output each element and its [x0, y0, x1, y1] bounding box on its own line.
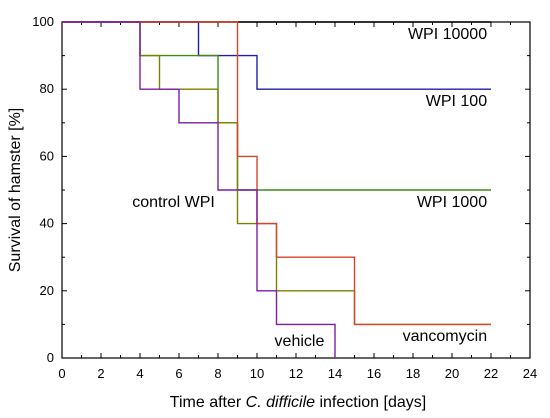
x-tick-label: 6 [175, 366, 182, 381]
x-tick-label: 0 [58, 366, 65, 381]
x-tick-label: 20 [445, 366, 459, 381]
x-tick-label: 22 [484, 366, 498, 381]
x-tick-label: 14 [328, 366, 342, 381]
y-axis-title: Survival of hamster [%] [7, 108, 24, 273]
series-label-wpi-10000: WPI 10000 [408, 26, 487, 43]
y-tick-label: 100 [32, 14, 54, 29]
series-line-vehicle [62, 21, 336, 358]
series-label-control-wpi: control WPI [132, 194, 215, 211]
series-label-vehicle: vehicle [275, 333, 325, 350]
x-axis-title-part: Time after [170, 394, 246, 411]
series-label-wpi-1000: WPI 1000 [417, 194, 487, 211]
x-tick-label: 10 [250, 366, 264, 381]
y-tick-label: 60 [40, 148, 54, 163]
x-tick-label: 24 [523, 366, 537, 381]
series-layer [62, 21, 491, 358]
x-tick-label: 4 [136, 366, 143, 381]
x-tick-label: 2 [97, 366, 104, 381]
x-tick-label: 18 [406, 366, 420, 381]
x-axis-title: Time after C. difficile infection [days] [170, 394, 426, 411]
x-tick-label: 16 [367, 366, 381, 381]
y-tick-label: 0 [47, 350, 54, 365]
series-label-wpi-100: WPI 100 [426, 93, 487, 110]
series-label-vancomycin: vancomycin [403, 328, 487, 345]
x-axis-title-part: infection [days] [315, 394, 426, 411]
y-tick-label: 20 [40, 283, 54, 298]
x-axis-title-part: C. difficile [246, 394, 315, 411]
series-line-control-wpi [62, 21, 491, 326]
labels-layer: WPI 10000 WPI 100 WPI 1000 control WPI vanco… [132, 26, 487, 350]
y-tick-label: 40 [40, 216, 54, 231]
series-line-vancomycin [62, 21, 491, 326]
x-tick-label: 12 [289, 366, 303, 381]
y-tick-label: 80 [40, 81, 54, 96]
x-tick-label: 8 [214, 366, 221, 381]
